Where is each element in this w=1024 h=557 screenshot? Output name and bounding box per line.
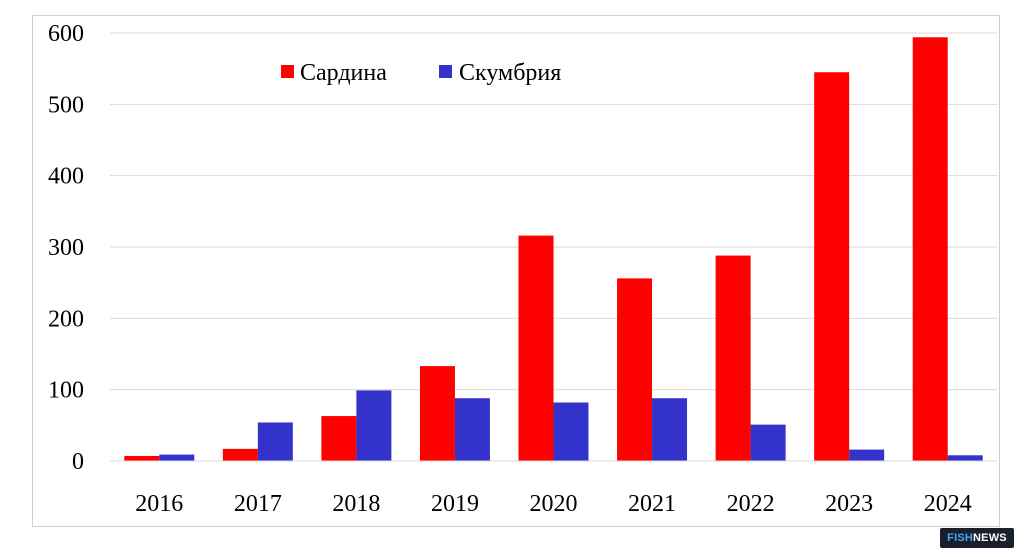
x-tick-label: 2019 [431,491,479,517]
y-tick-label: 400 [48,164,84,190]
bar-skumbriya-2016 [159,454,195,461]
logo-part-news: NEWS [973,532,1007,544]
bar-skumbriya-2021 [652,398,688,461]
bar-skumbriya-2024 [947,455,983,461]
x-tick-label: 2017 [234,491,282,517]
x-tick-label: 2022 [727,491,775,517]
x-tick-label: 2016 [135,491,183,517]
fishnews-logo: FISHNEWS [940,528,1014,548]
legend-label-skumbriya: Скумбрия [459,60,561,86]
bar-sardina-2018 [321,416,357,461]
bar-sardina-2019 [419,366,455,461]
legend: Сардина Скумбрия [281,60,561,86]
y-tick-label: 100 [48,378,84,404]
y-tick-label: 600 [48,21,84,47]
x-tick-label: 2023 [825,491,873,517]
bar-skumbriya-2023 [849,449,885,461]
bar-skumbriya-2017 [257,422,293,461]
y-tick-label: 500 [48,92,84,118]
x-tick-label: 2018 [332,491,380,517]
x-tick-label: 2021 [628,491,676,517]
bar-skumbriya-2022 [750,424,786,461]
y-axis-ticks: 0 100 200 300 400 500 600 [48,21,84,475]
x-tick-label: 2024 [924,491,972,517]
chart-frame [32,15,1000,527]
y-tick-label: 0 [72,449,84,475]
legend-label-sardina: Сардина [300,60,387,86]
bar-sardina-2022 [715,255,751,461]
bars [124,37,983,461]
y-tick-label: 200 [48,306,84,332]
x-axis-ticks: 2016 2017 2018 2019 2020 2021 2022 2023 2024 [135,491,971,517]
bar-sardina-2024 [912,37,948,461]
bar-skumbriya-2020 [553,402,589,461]
bar-skumbriya-2018 [356,390,392,461]
legend-swatch-sardina [281,65,294,78]
legend-swatch-skumbriya [439,65,452,78]
bar-sardina-2017 [222,448,258,461]
bar-skumbriya-2019 [454,398,490,461]
x-tick-label: 2020 [530,491,578,517]
bar-sardina-2023 [814,72,850,461]
bar-sardina-2020 [518,235,554,461]
bar-sardina-2021 [617,278,653,461]
bar-sardina-2016 [124,456,160,461]
y-tick-label: 300 [48,235,84,261]
logo-part-fish: FISH [947,532,974,544]
